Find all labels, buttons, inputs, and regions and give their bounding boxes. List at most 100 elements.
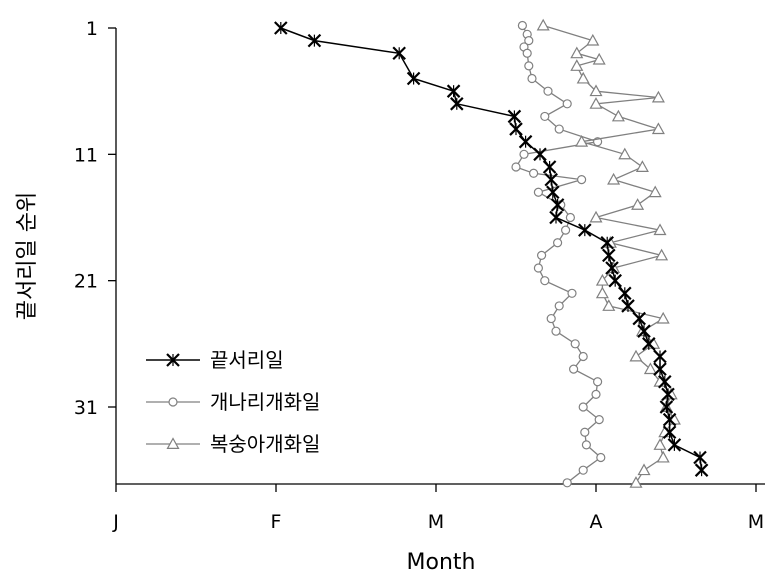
data-point-x	[546, 185, 560, 200]
data-point-x	[507, 109, 522, 124]
data-point-triangle	[575, 134, 589, 147]
data-point-circle	[511, 162, 521, 172]
data-point-circle	[567, 288, 577, 298]
series-1	[274, 21, 709, 477]
data-point-x	[549, 210, 563, 225]
data-point-triangle	[629, 476, 643, 488]
data-point-x	[544, 172, 558, 187]
data-point-circle	[552, 238, 563, 248]
data-point-triangle	[589, 210, 603, 223]
x-tick-label: M	[428, 511, 444, 533]
data-point-x	[642, 337, 656, 351]
data-point-triangle	[643, 362, 657, 375]
y-tick-label: 31	[74, 397, 98, 419]
data-point-circle	[596, 452, 606, 463]
data-point-x	[542, 160, 557, 174]
data-point-circle	[580, 427, 590, 437]
data-point-circle	[540, 111, 550, 122]
data-point-triangle	[655, 248, 669, 261]
data-point-x	[618, 286, 632, 301]
data-point-x	[608, 273, 622, 288]
series-group	[274, 18, 709, 488]
data-point-x	[392, 46, 406, 61]
data-point-circle	[536, 250, 547, 260]
data-point-triangle	[611, 109, 625, 122]
data-point-x	[307, 33, 322, 48]
data-point-x	[166, 353, 180, 367]
series-2	[511, 20, 606, 488]
data-point-circle	[578, 402, 588, 412]
data-point-triangle	[589, 84, 603, 97]
data-point-x	[667, 438, 682, 452]
data-point-circle	[533, 187, 544, 197]
data-point-triangle	[635, 160, 649, 172]
data-point-circle	[517, 20, 528, 31]
data-point-x	[621, 299, 635, 313]
data-point-triangle	[595, 286, 609, 299]
data-point-x	[658, 374, 672, 389]
data-point-triangle	[651, 90, 665, 103]
data-point-triangle	[656, 450, 670, 463]
data-point-triangle	[607, 172, 621, 185]
data-point-x	[694, 463, 709, 477]
data-point-x	[693, 450, 707, 465]
data-point-circle	[543, 86, 553, 96]
legend-label: 복숭아개화일	[210, 432, 320, 456]
legend-item: 복숭아개화일	[146, 432, 320, 456]
data-point-x	[518, 134, 533, 149]
data-point-triangle	[648, 185, 662, 198]
data-point-circle	[578, 351, 588, 362]
data-point-circle	[524, 61, 534, 71]
data-point-circle	[168, 397, 178, 407]
data-point-x	[662, 412, 677, 427]
data-point-triangle	[651, 122, 665, 135]
y-tick-label: 11	[74, 144, 98, 166]
data-point-circle	[540, 276, 550, 286]
data-point-circle	[560, 225, 571, 235]
data-point-circle	[594, 415, 604, 425]
data-point-x	[637, 324, 651, 338]
data-point-triangle	[656, 311, 670, 324]
axes-group	[115, 28, 765, 485]
legend-item: 끝서리일	[146, 348, 284, 372]
data-point-x	[605, 261, 619, 275]
data-point-x	[662, 425, 677, 440]
data-point-triangle	[653, 438, 667, 450]
data-point-circle	[565, 212, 576, 223]
data-point-circle	[562, 99, 572, 109]
data-point-triangle	[536, 18, 550, 31]
data-point-circle	[578, 465, 588, 475]
data-point-circle	[570, 339, 580, 349]
data-point-x	[450, 97, 464, 111]
data-point-x	[632, 311, 646, 326]
y-tick-label: 1	[86, 18, 98, 40]
y-tick-label: 21	[74, 271, 98, 293]
x-tick-label: M	[748, 511, 764, 533]
data-point-x	[533, 147, 547, 162]
data-point-circle	[562, 478, 572, 488]
data-point-circle	[554, 124, 564, 134]
data-point-circle	[527, 73, 537, 84]
data-point-triangle	[592, 52, 606, 65]
data-point-triangle	[570, 46, 584, 59]
data-point-circle	[554, 301, 564, 311]
data-point-circle	[524, 36, 534, 46]
data-point-circle	[519, 149, 529, 159]
data-point-triangle	[629, 349, 643, 362]
x-tick-label: F	[271, 511, 282, 533]
data-point-x	[509, 122, 523, 136]
data-point-triangle	[576, 71, 590, 84]
data-point-circle	[546, 313, 556, 324]
legend-label: 끝서리일	[210, 348, 284, 372]
data-point-circle	[592, 377, 603, 387]
legend-label: 개나리개화일	[210, 390, 320, 414]
data-point-x	[661, 387, 675, 402]
data-point-circle	[576, 175, 587, 185]
data-point-triangle	[631, 198, 645, 210]
data-point-circle	[551, 326, 561, 336]
data-point-x	[578, 223, 592, 237]
legend-item: 개나리개화일	[146, 390, 320, 414]
